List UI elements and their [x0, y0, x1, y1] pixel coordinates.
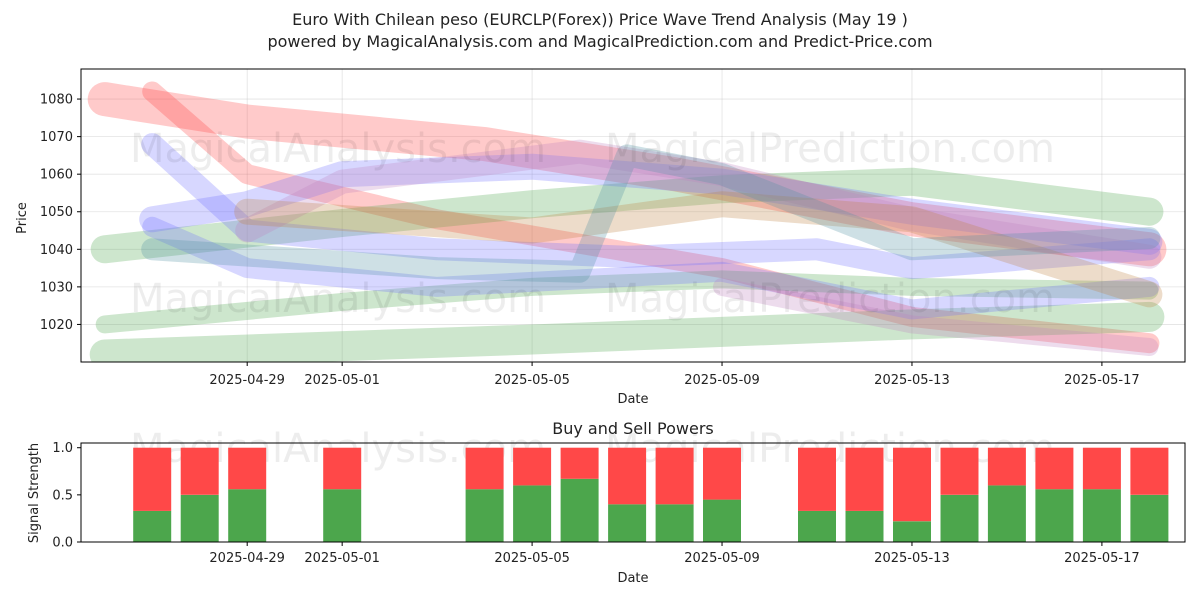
- sell-bar: [655, 447, 694, 505]
- price-plot-frame: [80, 68, 1186, 363]
- sell-bar: [608, 447, 647, 505]
- wave-band-green: [89, 301, 1165, 362]
- watermark-text: MagicalPrediction.com: [605, 276, 1055, 322]
- y-tick-label: 0.0: [52, 536, 73, 551]
- sell-bar: [133, 447, 172, 511]
- price-wave-bands: [87, 81, 1167, 362]
- sell-bar: [323, 447, 362, 490]
- wave-band-teal: [141, 144, 1161, 283]
- buy-bar: [845, 510, 884, 542]
- wave-band-green: [90, 167, 1164, 264]
- buy-bar: [228, 489, 267, 542]
- x-tick-label: 2025-05-09: [684, 551, 760, 566]
- x-tick-label: 2025-05-17: [1064, 551, 1140, 566]
- sell-bar: [180, 447, 219, 495]
- sell-bar: [1035, 447, 1074, 490]
- price-plot-background: [81, 69, 1185, 362]
- sell-bar: [703, 447, 741, 500]
- sell-bar: [1130, 447, 1169, 495]
- buy-bar: [1130, 494, 1169, 542]
- price-y-ticks: 1020 1030 1040 1050 1060 1070 1080: [40, 93, 81, 333]
- signal-chart-title: Buy and Sell Powers: [552, 419, 714, 438]
- x-tick-label: 2025-05-13: [874, 551, 950, 566]
- buy-bar: [560, 478, 599, 542]
- y-tick-label: 1070: [40, 130, 73, 145]
- x-tick-label: 2025-05-05: [494, 551, 570, 566]
- sell-bar: [1082, 447, 1121, 490]
- sell-bar: [560, 447, 599, 479]
- buy-bar: [180, 494, 219, 542]
- y-tick-label: 1030: [40, 280, 73, 295]
- signal-plot-frame: [80, 442, 1186, 543]
- buy-bar: [323, 489, 362, 542]
- y-tick-label: 1040: [40, 243, 73, 258]
- buy-bar: [133, 510, 172, 542]
- price-y-axis-label: Price: [15, 202, 30, 234]
- buy-bar: [1082, 489, 1121, 542]
- sell-bar: [465, 447, 504, 490]
- wave-band-purple: [235, 139, 1162, 269]
- wave-band-red: [87, 82, 1167, 267]
- buy-bar: [798, 510, 836, 542]
- x-tick-label: 2025-05-09: [684, 373, 760, 388]
- sell-bar: [513, 447, 552, 486]
- y-tick-label: 1050: [40, 205, 73, 220]
- sell-bar: [228, 447, 267, 490]
- buy-bar: [703, 499, 741, 542]
- wave-band-blue: [139, 153, 1163, 255]
- x-tick-label: 2025-05-17: [1064, 373, 1140, 388]
- wave-band-green: [95, 270, 1159, 334]
- x-tick-label: 2025-05-01: [304, 373, 380, 388]
- chart-subtitle: powered by MagicalAnalysis.com and Magic…: [267, 32, 933, 51]
- buy-bar: [655, 504, 694, 542]
- x-tick-label: 2025-05-05: [494, 373, 570, 388]
- price-x-ticks: 2025-04-29 2025-05-01 2025-05-05 2025-05-09…: [209, 362, 1140, 388]
- wave-band-orange: [234, 191, 1163, 308]
- wave-band-blue: [142, 216, 1160, 320]
- signal-bars: [133, 447, 1169, 542]
- y-tick-label: 1080: [40, 93, 73, 108]
- buy-bar: [1035, 489, 1074, 542]
- signal-y-ticks: 0.0 0.5 1.0: [52, 441, 81, 551]
- buy-bar: [893, 521, 931, 542]
- price-grid: [81, 69, 1185, 362]
- wave-band-red: [142, 81, 1160, 354]
- x-tick-label: 2025-05-13: [874, 373, 950, 388]
- signal-y-axis-label: Signal Strength: [27, 443, 42, 543]
- x-tick-label: 2025-05-01: [304, 551, 380, 566]
- buy-bar: [608, 504, 647, 542]
- buy-bar: [465, 489, 504, 542]
- sell-bar: [987, 447, 1026, 486]
- chart-title: Euro With Chilean peso (EURCLP(Forex)) P…: [292, 10, 908, 29]
- y-tick-label: 1060: [40, 168, 73, 183]
- x-tick-label: 2025-04-29: [209, 551, 285, 566]
- buy-bar: [513, 485, 552, 542]
- buy-bar: [987, 485, 1026, 542]
- price-x-axis-label: Date: [617, 392, 648, 407]
- sell-bar: [798, 447, 836, 511]
- sell-bar: [845, 447, 884, 511]
- signal-x-ticks: 2025-04-29 2025-05-01 2025-05-05 2025-05-09…: [209, 542, 1140, 566]
- watermark-text: MagicalAnalysis.com: [130, 276, 546, 322]
- wave-band-purple: [713, 277, 1159, 356]
- signal-x-axis-label: Date: [617, 571, 648, 586]
- watermark-text: MagicalPrediction.com: [605, 126, 1055, 172]
- y-tick-label: 0.5: [52, 488, 73, 503]
- x-tick-label: 2025-04-29: [209, 373, 285, 388]
- sell-bar: [940, 447, 979, 495]
- wave-band-blue: [141, 133, 1161, 280]
- y-tick-label: 1.0: [52, 441, 73, 456]
- y-tick-label: 1020: [40, 318, 73, 333]
- price-plot: MagicalAnalysis.com MagicalPrediction.co…: [15, 68, 1186, 407]
- sell-bar: [893, 447, 931, 522]
- watermark-text: MagicalAnalysis.com: [130, 126, 546, 172]
- signal-plot: Buy and Sell Powers MagicalAnalysis.com …: [27, 419, 1186, 586]
- buy-bar: [940, 494, 979, 542]
